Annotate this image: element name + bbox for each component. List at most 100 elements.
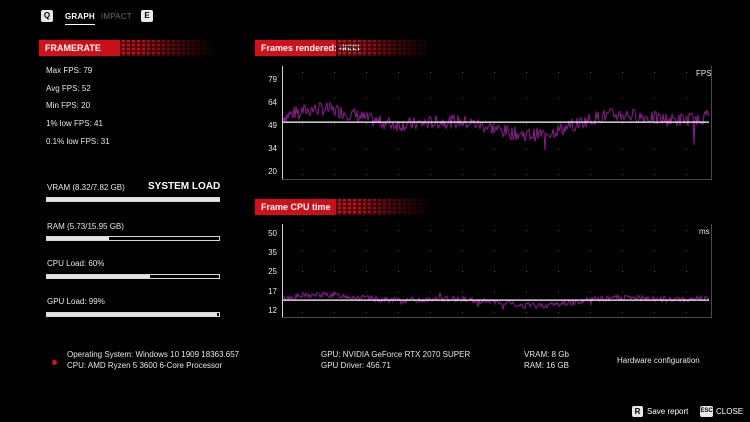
fps-tick: 79	[268, 75, 277, 84]
grid-dot	[398, 174, 399, 175]
close-button[interactable]: CLOSE	[716, 407, 744, 416]
q-key-icon[interactable]: Q	[41, 10, 53, 22]
grid-dot	[558, 72, 559, 73]
grid-dot	[622, 72, 623, 73]
tab-impact[interactable]: IMPACT	[101, 12, 132, 21]
grid-dot	[686, 291, 687, 293]
grid-dot	[686, 230, 687, 231]
ram-label: RAM (5.73/15.95 GB)	[47, 222, 124, 231]
gpu-load-meter	[46, 312, 220, 317]
grid-dot	[558, 291, 559, 293]
close-key-icon[interactable]: ESC	[700, 406, 713, 417]
grid-dot	[590, 271, 591, 272]
vram-meter	[46, 197, 220, 202]
grid-dot	[654, 72, 655, 73]
grid-dot	[302, 291, 303, 293]
grid-dot	[494, 230, 495, 231]
grid-dot	[302, 97, 303, 99]
grid-dot	[686, 148, 687, 150]
grid-dot	[622, 123, 623, 124]
grid-dot	[462, 97, 463, 99]
cpu-unit-label: ms	[699, 227, 710, 236]
cpu-tick: 12	[268, 306, 277, 315]
save-report-key-icon[interactable]: R	[632, 406, 643, 417]
grid-dot	[558, 97, 559, 99]
grid-dot	[302, 312, 303, 313]
grid-dot	[526, 72, 527, 73]
grid-dot	[558, 148, 559, 150]
grid-dot	[622, 312, 623, 313]
grid-dot	[430, 123, 431, 124]
grid-dot	[654, 230, 655, 231]
grid-dot	[558, 123, 559, 124]
grid-dot	[366, 250, 367, 252]
grid-dot	[430, 97, 431, 99]
grid-dot	[622, 148, 623, 150]
grid-dot	[526, 123, 527, 124]
grid-dot	[462, 271, 463, 272]
e-key-icon[interactable]: E	[141, 10, 153, 22]
tab-graph[interactable]: GRAPH	[65, 12, 95, 25]
framerate-header: FRAMERATE	[39, 40, 219, 56]
grid-dot	[462, 174, 463, 175]
grid-dot	[590, 123, 591, 124]
grid-dot	[302, 148, 303, 150]
grid-dot	[430, 291, 431, 293]
save-report-button[interactable]: Save report	[647, 407, 689, 416]
grid-dot	[494, 174, 495, 175]
grid-dot	[366, 97, 367, 99]
fps-tick: 20	[268, 167, 277, 176]
grid-dot	[622, 174, 623, 175]
grid-dot	[526, 291, 527, 293]
grid-dot	[462, 123, 463, 124]
grid-dot	[430, 148, 431, 150]
grid-dot	[334, 174, 335, 175]
cpu-load-meter-fill	[47, 275, 151, 278]
grid-dot	[686, 250, 687, 252]
grid-dot	[430, 72, 431, 73]
grid-dot	[526, 312, 527, 313]
grid-dot	[526, 148, 527, 150]
fps-unit-label: FPS	[696, 69, 712, 78]
grid-dot	[334, 123, 335, 124]
grid-dot	[430, 230, 431, 231]
ram-info: RAM: 16 GB	[524, 361, 569, 370]
cpu-time-graph	[282, 224, 712, 318]
status-dot-icon	[52, 360, 57, 365]
gpu-driver-info: GPU Driver: 456.71	[321, 361, 391, 370]
grid-dot	[590, 250, 591, 252]
grid-dot	[622, 230, 623, 231]
grid-dot	[654, 123, 655, 124]
grid-dot	[654, 312, 655, 313]
one-percent-low-fps: 1% low FPS: 41	[46, 119, 103, 128]
grid-dot	[654, 174, 655, 175]
avg-fps: Avg FPS: 52	[46, 84, 91, 93]
grid-dot	[462, 250, 463, 252]
grid-dot	[398, 230, 399, 231]
grid-dot	[398, 97, 399, 99]
grid-dot	[654, 97, 655, 99]
grid-dot	[622, 291, 623, 293]
os-info: Operating System: Windows 10 1909 18363.…	[67, 350, 240, 359]
frame-time-series	[282, 291, 710, 310]
grid-dot	[590, 72, 591, 73]
grid-dot	[526, 97, 527, 99]
cpu-tick: 25	[268, 267, 277, 276]
ram-meter-fill	[47, 237, 109, 240]
vram-meter-fill	[47, 198, 219, 201]
grid-dot	[366, 271, 367, 272]
grid-dot	[462, 312, 463, 313]
point-one-percent-low-fps: 0.1% low FPS: 31	[46, 137, 110, 146]
grid-dot	[622, 97, 623, 99]
grid-dot	[590, 312, 591, 313]
grid-dot	[366, 174, 367, 175]
grid-dot	[366, 72, 367, 73]
grid-dot	[654, 271, 655, 272]
grid-dot	[494, 291, 495, 293]
grid-dot	[558, 230, 559, 231]
fps-tick: 49	[268, 121, 277, 130]
grid-dot	[590, 230, 591, 231]
cpu-load-label: CPU Load: 60%	[47, 259, 105, 268]
grid-dot	[558, 174, 559, 175]
grid-dot	[302, 72, 303, 73]
